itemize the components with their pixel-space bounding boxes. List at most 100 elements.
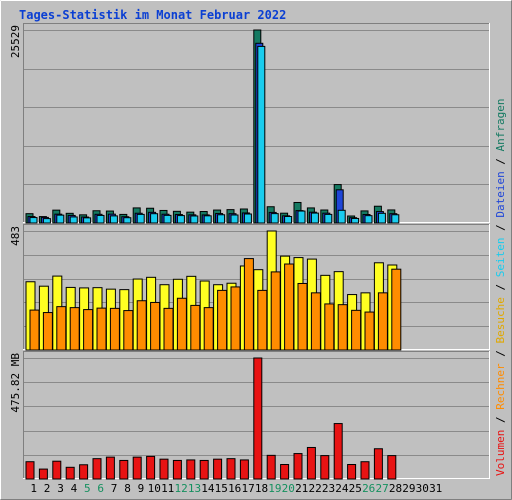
bar-rechner-day-1 — [29, 309, 40, 351]
bar-rechner-day-12 — [176, 297, 187, 351]
x-tick-label: 25 — [349, 482, 362, 495]
x-tick-label: 30 — [416, 482, 429, 495]
bar-seiten-day-24 — [337, 209, 346, 224]
bar-volumen-day-3 — [52, 460, 62, 480]
bar-rechner-day-19 — [270, 271, 281, 351]
bar-volumen-day-1 — [25, 461, 35, 480]
bar-rechner-day-17 — [243, 258, 254, 351]
legend-rechner: Rechner — [494, 363, 507, 410]
bar-rechner-day-18 — [257, 289, 268, 351]
x-tick-label: 20 — [282, 482, 295, 495]
legend: Volumen / Rechner / Besuche / Seiten / D… — [494, 98, 507, 476]
bar-volumen-day-12 — [172, 459, 182, 480]
axis-label-top: 25529 — [9, 25, 22, 58]
panel-top: 25529 — [9, 23, 490, 224]
bar-rechner-day-24 — [337, 304, 348, 351]
bar-rechner-day-7 — [109, 307, 120, 351]
bar-seiten-day-5 — [83, 217, 92, 224]
bar-seiten-day-11 — [163, 214, 172, 224]
legend-seiten: Seiten — [494, 238, 507, 278]
legend-separator: / — [494, 151, 507, 171]
bar-rechner-day-10 — [150, 301, 161, 351]
x-tick-label: 31 — [429, 482, 442, 495]
bar-seiten-day-3 — [56, 214, 65, 224]
x-tick-label: 18 — [255, 482, 268, 495]
bar-volumen-day-14 — [199, 459, 209, 480]
bar-seiten-day-10 — [150, 213, 159, 224]
panel-middle: 483 — [9, 224, 490, 351]
x-tick-label: 17 — [241, 482, 254, 495]
bar-volumen-day-20 — [280, 464, 290, 480]
panel-bottom: 475.82 MB — [9, 351, 490, 480]
bar-volumen-day-2 — [38, 468, 48, 480]
x-tick-label: 9 — [138, 482, 145, 495]
x-tick-label: 15 — [215, 482, 228, 495]
bar-rechner-day-9 — [136, 300, 147, 351]
bar-volumen-day-5 — [79, 464, 89, 480]
bar-rechner-day-4 — [69, 307, 80, 351]
bar-seiten-day-26 — [364, 215, 373, 224]
x-tick-label: 3 — [57, 482, 64, 495]
bar-seiten-day-27 — [377, 212, 386, 224]
bar-seiten-day-18 — [257, 45, 266, 224]
bar-seiten-day-9 — [136, 213, 145, 224]
x-tick-label: 16 — [228, 482, 241, 495]
bar-seiten-day-1 — [29, 217, 38, 224]
bar-seiten-day-28 — [391, 214, 400, 224]
bar-rechner-day-5 — [83, 309, 94, 351]
bar-seiten-day-22 — [310, 212, 319, 224]
x-tick-label: 22 — [308, 482, 321, 495]
x-tick-label: 10 — [148, 482, 161, 495]
legend-dateien: Dateien — [494, 171, 507, 217]
bar-rechner-day-6 — [96, 307, 107, 351]
legend-besuche: Besuche — [494, 297, 507, 343]
x-tick-label: 19 — [268, 482, 281, 495]
bar-seiten-day-17 — [243, 213, 252, 224]
bar-seiten-day-4 — [69, 216, 78, 224]
bar-rechner-day-3 — [56, 306, 67, 351]
bar-volumen-day-21 — [293, 453, 303, 480]
bar-seiten-day-19 — [270, 213, 279, 224]
bar-seiten-day-25 — [351, 217, 360, 224]
bar-rechner-day-15 — [217, 289, 228, 351]
bar-seiten-day-21 — [297, 210, 306, 224]
x-tick-label: 5 — [84, 482, 91, 495]
axis-label-middle: 483 — [9, 226, 22, 246]
bar-seiten-day-23 — [324, 213, 333, 224]
x-tick-label: 28 — [389, 482, 402, 495]
legend-separator: / — [494, 277, 507, 297]
bar-rechner-day-25 — [351, 309, 362, 351]
bar-rechner-day-16 — [230, 286, 241, 351]
bar-volumen-day-8 — [119, 459, 129, 480]
bar-volumen-day-10 — [146, 455, 156, 480]
bar-volumen-day-26 — [360, 461, 370, 480]
bar-volumen-day-18 — [253, 357, 263, 480]
bar-rechner-day-21 — [297, 282, 308, 351]
bar-volumen-day-23 — [320, 455, 330, 480]
bar-seiten-day-7 — [109, 215, 118, 224]
bar-rechner-day-2 — [42, 312, 53, 351]
x-tick-label: 14 — [201, 482, 215, 495]
x-tick-label: 8 — [124, 482, 131, 495]
axis-label-bottom: 475.82 MB — [9, 353, 22, 413]
x-tick-label: 13 — [188, 482, 201, 495]
x-tick-label: 11 — [161, 482, 174, 495]
bar-rechner-day-23 — [324, 303, 335, 351]
bar-volumen-day-24 — [333, 423, 343, 480]
legend-separator: / — [494, 344, 507, 364]
x-tick-label: 27 — [375, 482, 388, 495]
bar-volumen-day-6 — [92, 458, 102, 480]
bar-volumen-day-13 — [186, 459, 196, 480]
bar-rechner-day-28 — [391, 268, 402, 351]
bar-volumen-day-22 — [306, 446, 316, 480]
legend-separator: / — [494, 410, 507, 430]
x-tick-label: 29 — [402, 482, 415, 495]
bar-volumen-day-4 — [65, 466, 75, 480]
legend-volumen: Volumen — [494, 430, 507, 476]
x-tick-label: 6 — [97, 482, 104, 495]
x-tick-label: 26 — [362, 482, 375, 495]
bar-volumen-day-19 — [266, 454, 276, 480]
chart-title: Tages-Statistik im Monat Februar 2022 — [19, 8, 286, 22]
chart-panels: 25529 483 475.82 MB — [9, 23, 490, 480]
